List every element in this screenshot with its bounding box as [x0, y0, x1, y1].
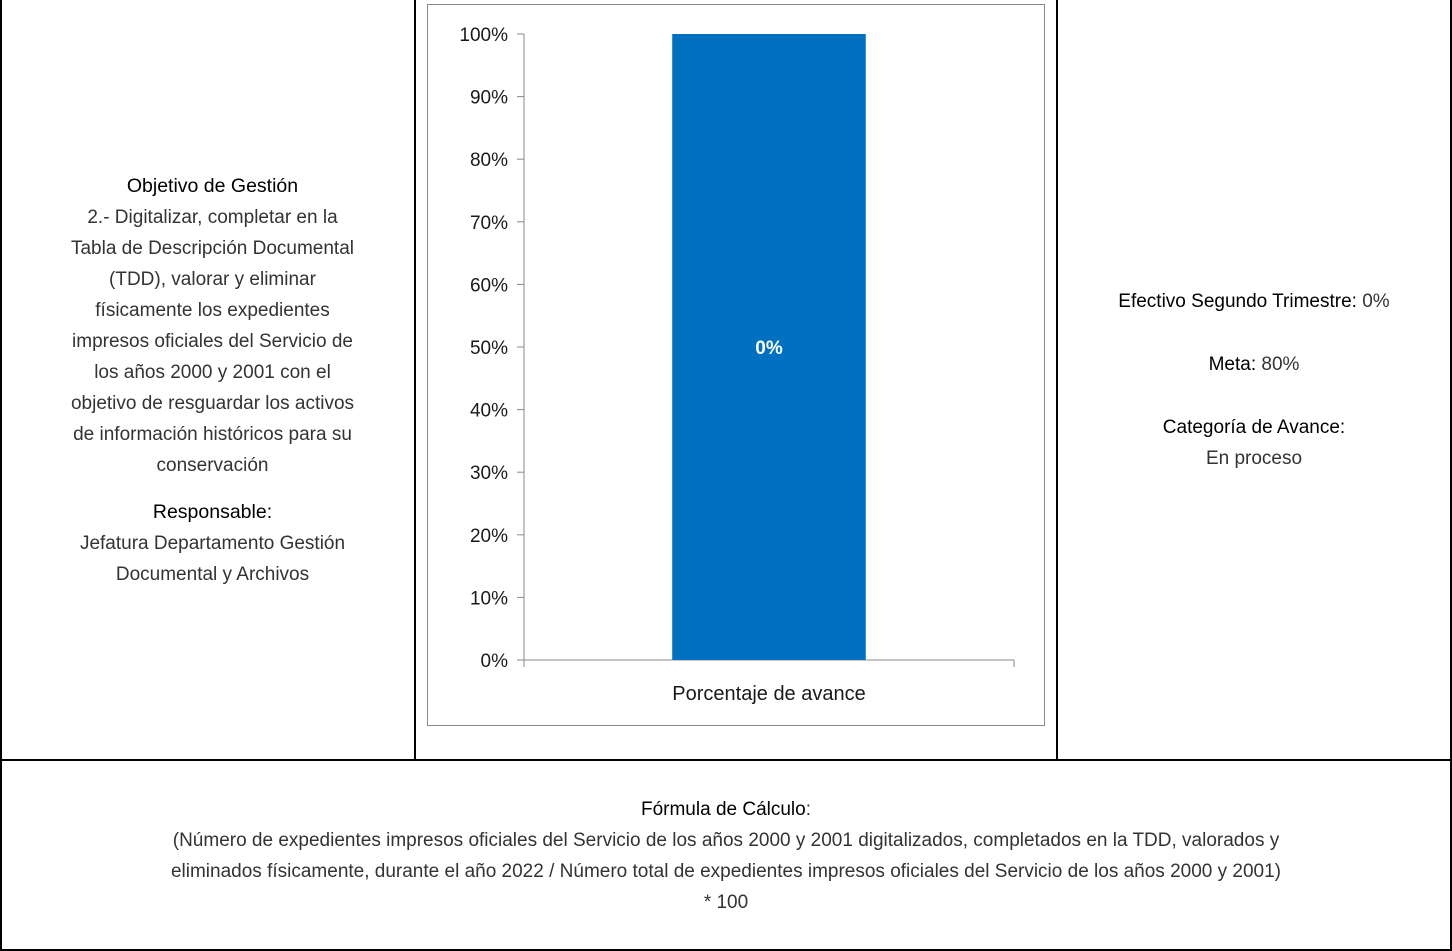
- y-tick-label: 80%: [470, 150, 508, 171]
- objective-line: físicamente los expedientes: [95, 299, 330, 321]
- objective-line: los años 2000 y 2001 con el: [94, 361, 331, 383]
- objective-line: objetivo de resguardar los activos: [70, 392, 355, 414]
- objective-line: (TDD), valorar y eliminar: [109, 268, 316, 290]
- formula-line: * 100: [703, 892, 749, 913]
- objective-line: Tabla de Descripción Documental: [70, 237, 355, 259]
- categoria-label: Categoría de Avance:: [1162, 417, 1346, 438]
- status-cell: Efectivo Segundo Trimestre: 0% Meta: 80%…: [1058, 0, 1450, 760]
- meta-label: Meta:: [1208, 354, 1257, 375]
- y-tick-label: 60%: [470, 275, 508, 296]
- categoria-value: En proceso: [1205, 448, 1303, 469]
- objective-line: de información históricos para su: [73, 423, 352, 445]
- meta-row: Meta: 80%: [1209, 349, 1300, 380]
- responsible-line: Jefatura Departamento Gestión: [79, 532, 346, 554]
- chart-area: 0% 10% 20% 30% 40% 50% 60% 70% 80% 90% 100% 0% Porce…: [427, 4, 1045, 726]
- efectivo-value: 0%: [1362, 291, 1390, 312]
- formula-line: (Número de expedientes impresos oficiale…: [172, 830, 1280, 851]
- bar-chart: 0% 10% 20% 30% 40% 50% 60% 70% 80% 90% 100% 0% Porce…: [459, 25, 1015, 705]
- bar: [672, 34, 866, 660]
- responsible-line: Documental y Archivos: [115, 563, 310, 585]
- objective-title: Objetivo de Gestión: [126, 174, 299, 197]
- y-tick-label: 30%: [470, 463, 508, 484]
- y-tick-label: 40%: [470, 401, 508, 422]
- formula-cell: Fórmula de Cálculo: (Número de expedient…: [0, 761, 1452, 951]
- divider-bottom: [0, 759, 1452, 761]
- y-tick-label: 50%: [470, 338, 508, 359]
- objective-line: 2.- Digitalizar, completar en la: [87, 206, 338, 228]
- y-tick-label: 90%: [470, 88, 508, 109]
- formula-colon: :: [805, 799, 812, 820]
- x-category-label: Porcentaje de avance: [672, 683, 865, 705]
- meta-value: 80%: [1261, 354, 1300, 375]
- efectivo-label: Efectivo Segundo Trimestre:: [1118, 291, 1357, 312]
- formula-line: eliminados físicamente, durante el año 2…: [170, 861, 1282, 882]
- efectivo-row: Efectivo Segundo Trimestre: 0%: [1118, 286, 1389, 317]
- divider-left: [414, 0, 416, 761]
- y-tick-label: 0%: [481, 651, 509, 672]
- responsible-title: Responsable:: [152, 500, 273, 523]
- formula-heading: Fórmula de Cálculo:: [641, 794, 811, 825]
- y-tick-label: 20%: [470, 526, 508, 547]
- y-tick-label: 10%: [470, 588, 508, 609]
- y-tick-label: 70%: [470, 213, 508, 234]
- formula-title: Fórmula de Cálculo: [640, 799, 806, 820]
- objective-cell: Objetivo de Gestión 2.- Digitalizar, com…: [10, 0, 415, 760]
- y-tick-label: 100%: [459, 25, 508, 46]
- divider-right: [1056, 0, 1058, 761]
- objective-line: impresos oficiales del Servicio de: [72, 330, 353, 352]
- bar-data-label: 0%: [755, 338, 783, 359]
- objective-line: conservación: [156, 454, 269, 476]
